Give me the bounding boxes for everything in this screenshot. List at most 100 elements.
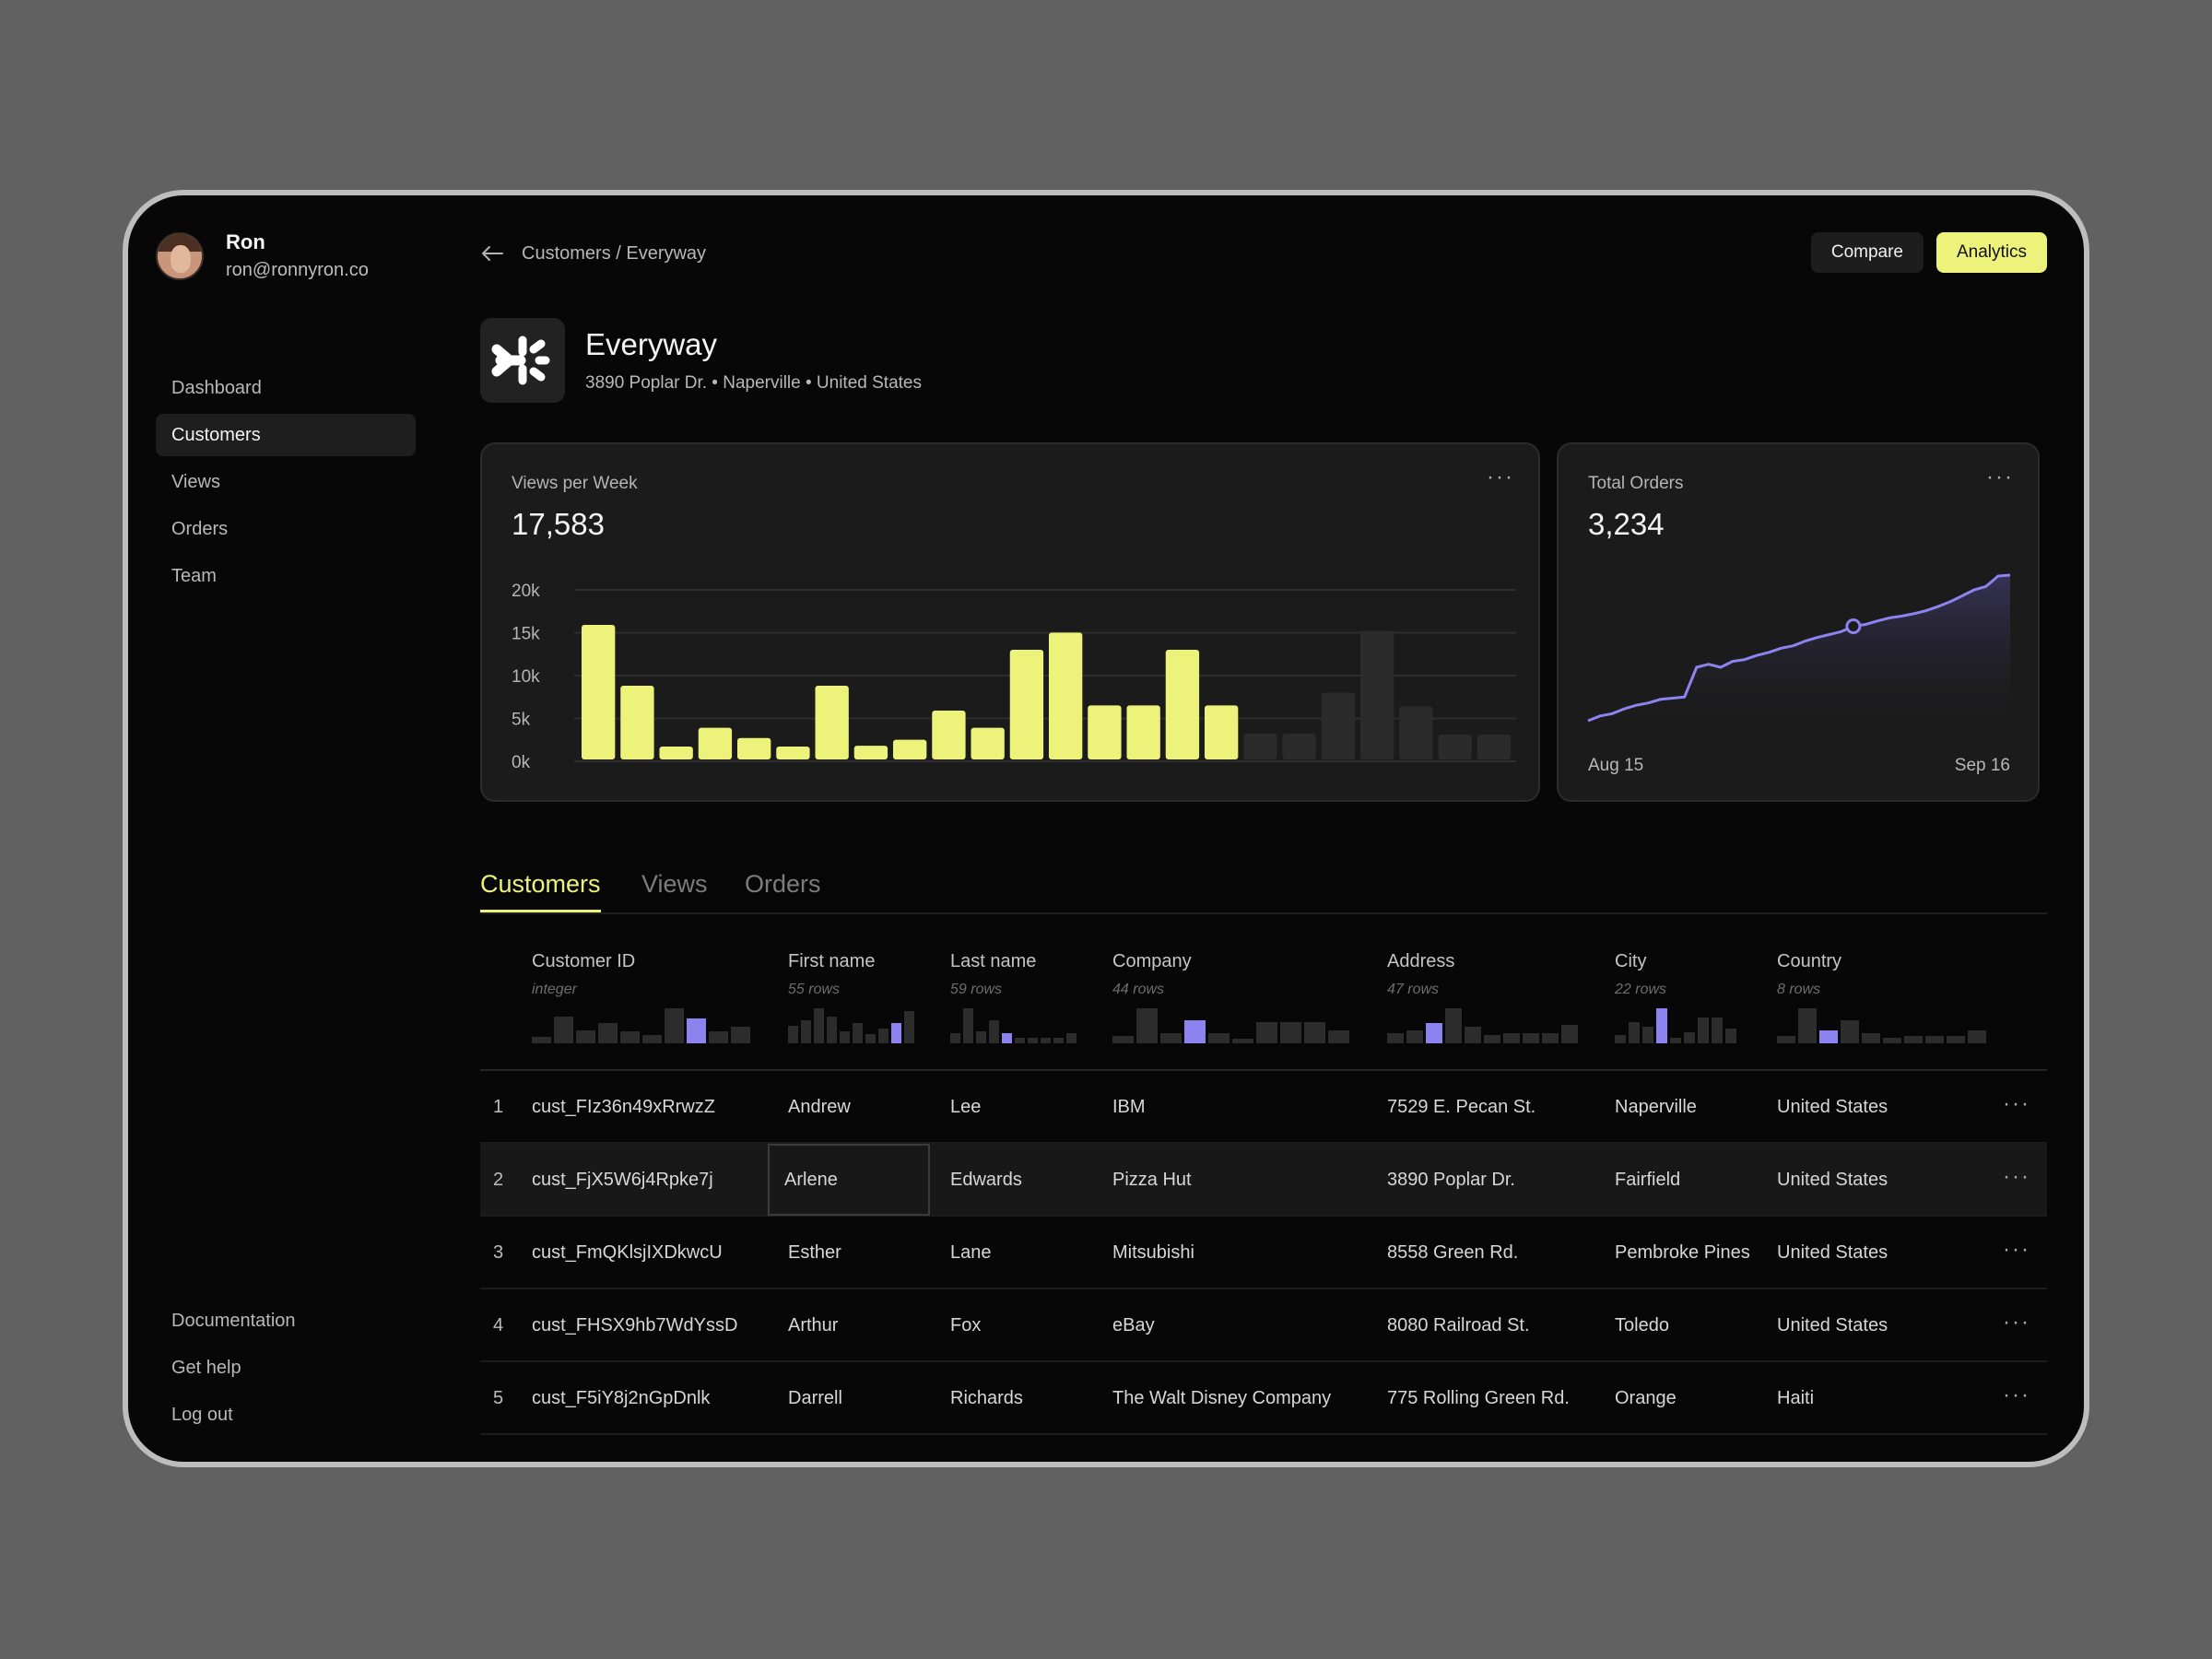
cell-city[interactable]: Fairfield [1615,1170,1681,1190]
histogram-bar [989,1020,999,1043]
column-label: First name [788,951,876,971]
column-subtitle: 59 rows [950,982,1003,997]
cell-company[interactable]: Mitsubishi [1112,1242,1194,1263]
cell-company[interactable]: The Walt Disney Company [1112,1388,1332,1408]
compare-button[interactable]: Compare [1810,232,1924,273]
table-row[interactable]: 5 cust_F5iY8j2nGpDnlk Darrell Richards The W… [480,1362,2047,1435]
histogram-bar [1256,1022,1277,1043]
cell-city[interactable]: Pembroke Pines [1615,1242,1750,1263]
avatar[interactable] [156,231,204,280]
cell-country[interactable]: United States [1777,1242,1888,1263]
table-row[interactable]: 2 cust_FjX5W6j4Rpke7j Arlene Edwards Pizza H… [480,1144,2047,1217]
device-frame: Ron ron@ronnyron.co Dashboard Customers … [123,190,2089,1467]
cell-country[interactable]: Haiti [1777,1388,1815,1408]
column-header[interactable]: Company 44 rows [1112,951,1192,998]
cell-first-name[interactable]: Andrew [788,1097,851,1117]
selected-cell-outline[interactable] [768,1144,930,1216]
views-card-more-icon[interactable]: ··· [1487,465,1514,489]
histogram-bar [665,1008,684,1043]
histogram-bar [731,1027,750,1043]
cell-last-name[interactable]: Lane [950,1242,992,1263]
tab-orders[interactable]: Orders [745,870,821,898]
column-header[interactable]: First name 55 rows [788,951,875,998]
cell-address[interactable]: 8080 Railroad St. [1387,1315,1530,1335]
chart-bar [1009,649,1044,759]
chart-bar [1088,705,1122,759]
cell-address[interactable]: 8558 Green Rd. [1387,1242,1519,1263]
histogram-bar [1028,1038,1038,1043]
chart-bar [1477,735,1512,759]
histogram-bar [891,1023,901,1043]
cell-address[interactable]: 775 Rolling Green Rd. [1387,1388,1570,1408]
cell-company[interactable]: IBM [1112,1097,1146,1117]
histogram-bar [1426,1023,1442,1043]
cell-city[interactable]: Toledo [1615,1315,1669,1335]
sidebar-item-team[interactable]: Team [171,566,217,586]
column-histogram [788,1006,914,1043]
back-arrow-icon[interactable] [480,241,504,265]
tab-views[interactable]: Views [641,870,708,898]
table-row[interactable]: 4 cust_FHSX9hb7WdYssD Arthur Fox eBay 8080 Ra… [480,1289,2047,1362]
cell-company[interactable]: eBay [1112,1315,1155,1335]
tab-customers[interactable]: Customers [480,870,601,912]
cell-first-name[interactable]: Arlene [784,1170,838,1190]
cell-company[interactable]: Pizza Hut [1112,1170,1192,1190]
column-header[interactable]: Customer ID integer [532,951,635,998]
histogram-bar [1041,1038,1051,1043]
row-more-icon[interactable]: ··· [2003,1091,2030,1116]
sidebar-item-get-help[interactable]: Get help [171,1358,241,1378]
histogram-bar [1725,1029,1736,1043]
histogram-bar [1968,1030,1986,1043]
analytics-button[interactable]: Analytics [1936,232,2047,273]
y-tick-label: 0k [512,753,531,772]
chart-bar [1243,734,1277,759]
cell-first-name[interactable]: Arthur [788,1315,839,1335]
cell-country[interactable]: United States [1777,1170,1888,1190]
chart-bar [932,710,966,759]
cell-last-name[interactable]: Fox [950,1315,982,1335]
sidebar-item-orders[interactable]: Orders [171,519,229,539]
column-header[interactable]: Country 8 rows [1777,951,1841,998]
row-more-icon[interactable]: ··· [2003,1382,2030,1407]
column-header[interactable]: Last name 59 rows [950,951,1036,998]
histogram-bar [1015,1038,1025,1043]
row-more-icon[interactable]: ··· [2003,1164,2030,1189]
cell-customer-id[interactable]: cust_FHSX9hb7WdYssD [532,1315,738,1335]
cell-last-name[interactable]: Edwards [950,1170,1022,1190]
orders-start-date: Aug 15 [1588,756,1644,775]
cell-address[interactable]: 7529 E. Pecan St. [1387,1097,1536,1117]
cell-customer-id[interactable]: cust_FIz36n49xRrwzZ [532,1097,715,1117]
histogram-bar [1777,1036,1795,1043]
sidebar-item-documentation[interactable]: Documentation [171,1311,296,1331]
row-index: 5 [493,1388,504,1408]
sidebar-item-customers[interactable]: Customers [156,414,416,456]
cell-last-name[interactable]: Lee [950,1097,982,1117]
cell-country[interactable]: United States [1777,1315,1888,1335]
cell-first-name[interactable]: Darrell [788,1388,842,1408]
orders-card-more-icon[interactable]: ··· [1986,465,2014,489]
table-row[interactable]: 3 cust_FmQKlsjIXDkwcU Esther Lane Mitsubishi… [480,1217,2047,1289]
cell-customer-id[interactable]: cust_FjX5W6j4Rpke7j [532,1170,713,1190]
table-row[interactable]: 1 cust_FIz36n49xRrwzZ Andrew Lee IBM 7529 E. … [480,1071,2047,1144]
cell-customer-id[interactable]: cust_F5iY8j2nGpDnlk [532,1388,711,1408]
cell-city[interactable]: Naperville [1615,1097,1697,1117]
row-index: 2 [493,1170,504,1190]
cell-last-name[interactable]: Richards [950,1388,1023,1408]
sidebar-item-dashboard[interactable]: Dashboard [171,378,262,398]
cell-address[interactable]: 3890 Poplar Dr. [1387,1170,1515,1190]
cell-customer-id[interactable]: cust_FmQKlsjIXDkwcU [532,1242,723,1263]
histogram-bar [814,1008,824,1043]
row-more-icon[interactable]: ··· [2003,1310,2030,1335]
cell-first-name[interactable]: Esther [788,1242,841,1263]
cell-city[interactable]: Orange [1615,1388,1677,1408]
sidebar-item-views[interactable]: Views [171,472,220,492]
histogram-bar [788,1026,798,1043]
row-more-icon[interactable]: ··· [2003,1237,2030,1262]
sidebar-item-log-out[interactable]: Log out [171,1405,233,1425]
column-header[interactable]: City 22 rows [1615,951,1666,998]
column-header[interactable]: Address 47 rows [1387,951,1454,998]
user-profile[interactable]: Ron ron@ronnyron.co [156,230,369,281]
histogram-bar [1160,1033,1182,1043]
cell-country[interactable]: United States [1777,1097,1888,1117]
histogram-bar [1798,1008,1817,1043]
